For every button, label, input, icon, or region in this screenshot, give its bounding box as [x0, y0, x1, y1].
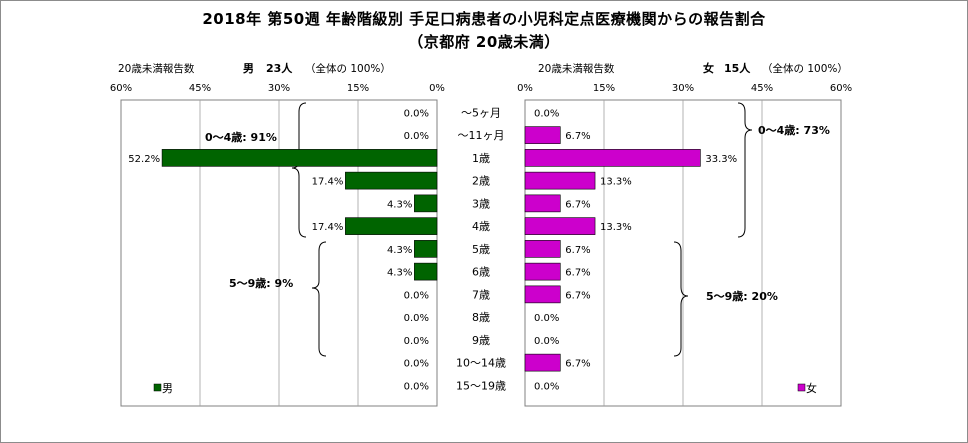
male-data-label: 0.0%: [404, 290, 429, 301]
left-header-label: 20歳未満報告数: [118, 62, 195, 75]
female-bar: [524, 126, 561, 144]
female-data-label: 6.7%: [565, 359, 590, 370]
female-data-label: 0.0%: [534, 108, 559, 119]
female-data-label: 13.3%: [600, 222, 632, 233]
x-tick-label: 30%: [268, 83, 290, 94]
male-bars: [161, 149, 438, 281]
male-data-label: 17.4%: [312, 222, 344, 233]
male-data-label: 0.0%: [404, 359, 429, 370]
male-data-labels: 0.0% 0.0% 52.2% 17.4% 4.3% 17.4% 4.3% 4.3% 0.0% 0…: [128, 108, 429, 392]
female-bar: [524, 194, 561, 213]
female-data-label: 6.7%: [565, 131, 590, 142]
category-label: 2歳: [472, 175, 490, 188]
category-label: 〜5ヶ月: [461, 106, 501, 119]
x-tick-label: 60%: [110, 83, 132, 94]
right-header-label: 20歳未満報告数: [538, 62, 615, 75]
female-legend-label: 女: [806, 381, 817, 395]
x-tick-label: 15%: [593, 83, 615, 94]
female-data-labels: 0.0% 6.7% 33.3% 13.3% 6.7% 13.3% 6.7% 6.7% 6.7% 0…: [534, 108, 737, 392]
left-axis-ticks: 0% 15% 30% 45% 60%: [110, 83, 445, 94]
female-bar: [524, 285, 561, 304]
right-axis-ticks: 0% 15% 30% 45% 60%: [517, 83, 852, 94]
left-header-total: （全体の 100%）: [305, 62, 391, 75]
male-bar: [414, 262, 438, 281]
male-5-9-annotation: 5〜9歳: 9%: [229, 276, 293, 290]
male-0-4-annotation: 0〜4歳: 91%: [205, 130, 277, 144]
category-label: 6歳: [472, 266, 490, 279]
female-data-label: 6.7%: [565, 199, 590, 210]
x-tick-label: 45%: [189, 83, 211, 94]
female-bar: [524, 240, 561, 258]
female-data-label: 0.0%: [534, 381, 559, 392]
female-data-label: 6.7%: [565, 245, 590, 256]
category-label: 4歳: [472, 220, 490, 233]
male-data-label: 4.3%: [387, 268, 412, 279]
left-header-count: 23人: [266, 61, 293, 75]
x-tick-label: 15%: [347, 83, 369, 94]
female-bar: [524, 217, 596, 235]
x-tick-label: 0%: [517, 83, 533, 94]
male-bar: [161, 149, 438, 167]
x-tick-label: 45%: [751, 83, 773, 94]
male-data-label: 4.3%: [387, 245, 412, 256]
x-tick-label: 30%: [672, 83, 694, 94]
male-bar: [414, 240, 438, 258]
male-data-label: 0.0%: [404, 381, 429, 392]
male-data-label: 0.0%: [404, 313, 429, 324]
male-legend-swatch: [153, 383, 162, 392]
x-tick-label: 60%: [830, 83, 852, 94]
left-header-sex: 男: [243, 62, 254, 75]
male-bar: [414, 194, 438, 213]
female-data-label: 0.0%: [534, 336, 559, 347]
category-label: 8歳: [472, 311, 490, 324]
category-label: 10〜14歳: [456, 357, 506, 370]
female-bar: [524, 171, 596, 190]
category-label: 〜11ヶ月: [458, 129, 505, 142]
category-labels: 〜5ヶ月〜11ヶ月 1歳 2歳 3歳 4歳 5歳 6歳 7歳 8歳 9歳 10〜14歳 15〜19歳: [456, 106, 506, 392]
category-label: 15〜19歳: [456, 379, 506, 392]
male-bar: [345, 171, 438, 190]
female-data-label: 13.3%: [600, 177, 632, 188]
female-data-label: 6.7%: [565, 290, 590, 301]
female-data-label: 0.0%: [534, 313, 559, 324]
male-data-label: 4.3%: [387, 199, 412, 210]
chart-subtitle: （京都府 20歳未満）: [408, 33, 560, 51]
male-data-label: 52.2%: [128, 154, 160, 165]
chart-title: 2018年 第50週 年齢階級別 手足口病患者の小児科定点医療機関からの報告割合: [202, 10, 766, 28]
male-5-9-brace: [311, 241, 327, 357]
female-bar: [524, 149, 701, 167]
female-5-9-brace: [673, 241, 689, 357]
category-label: 9歳: [472, 334, 490, 347]
female-legend-swatch: [797, 383, 806, 392]
category-label: 3歳: [472, 197, 490, 210]
female-5-9-annotation: 5〜9歳: 20%: [706, 289, 778, 303]
female-data-label: 6.7%: [565, 268, 590, 279]
male-data-label: 0.0%: [404, 336, 429, 347]
male-bar: [345, 217, 438, 235]
male-data-label: 0.0%: [404, 131, 429, 142]
male-data-label: 17.4%: [312, 177, 344, 188]
female-0-4-annotation: 0〜4歳: 73%: [758, 123, 830, 137]
right-header-sex: 女: [703, 61, 714, 75]
female-bar: [524, 353, 561, 372]
group-braces: [291, 102, 753, 357]
category-label: 7歳: [472, 288, 490, 301]
male-0-4-brace: [291, 102, 307, 238]
right-header-total: （全体の 100%）: [762, 62, 848, 75]
male-data-label: 0.0%: [404, 108, 429, 119]
female-bars: [524, 126, 701, 372]
male-legend-label: 男: [162, 382, 173, 395]
female-bar: [524, 262, 561, 281]
x-tick-label: 0%: [429, 83, 445, 94]
female-data-label: 33.3%: [705, 154, 737, 165]
right-header-count: 15人: [724, 61, 751, 75]
female-0-4-brace: [737, 102, 753, 238]
category-label: 1歳: [472, 152, 490, 165]
category-label: 5歳: [472, 243, 490, 256]
